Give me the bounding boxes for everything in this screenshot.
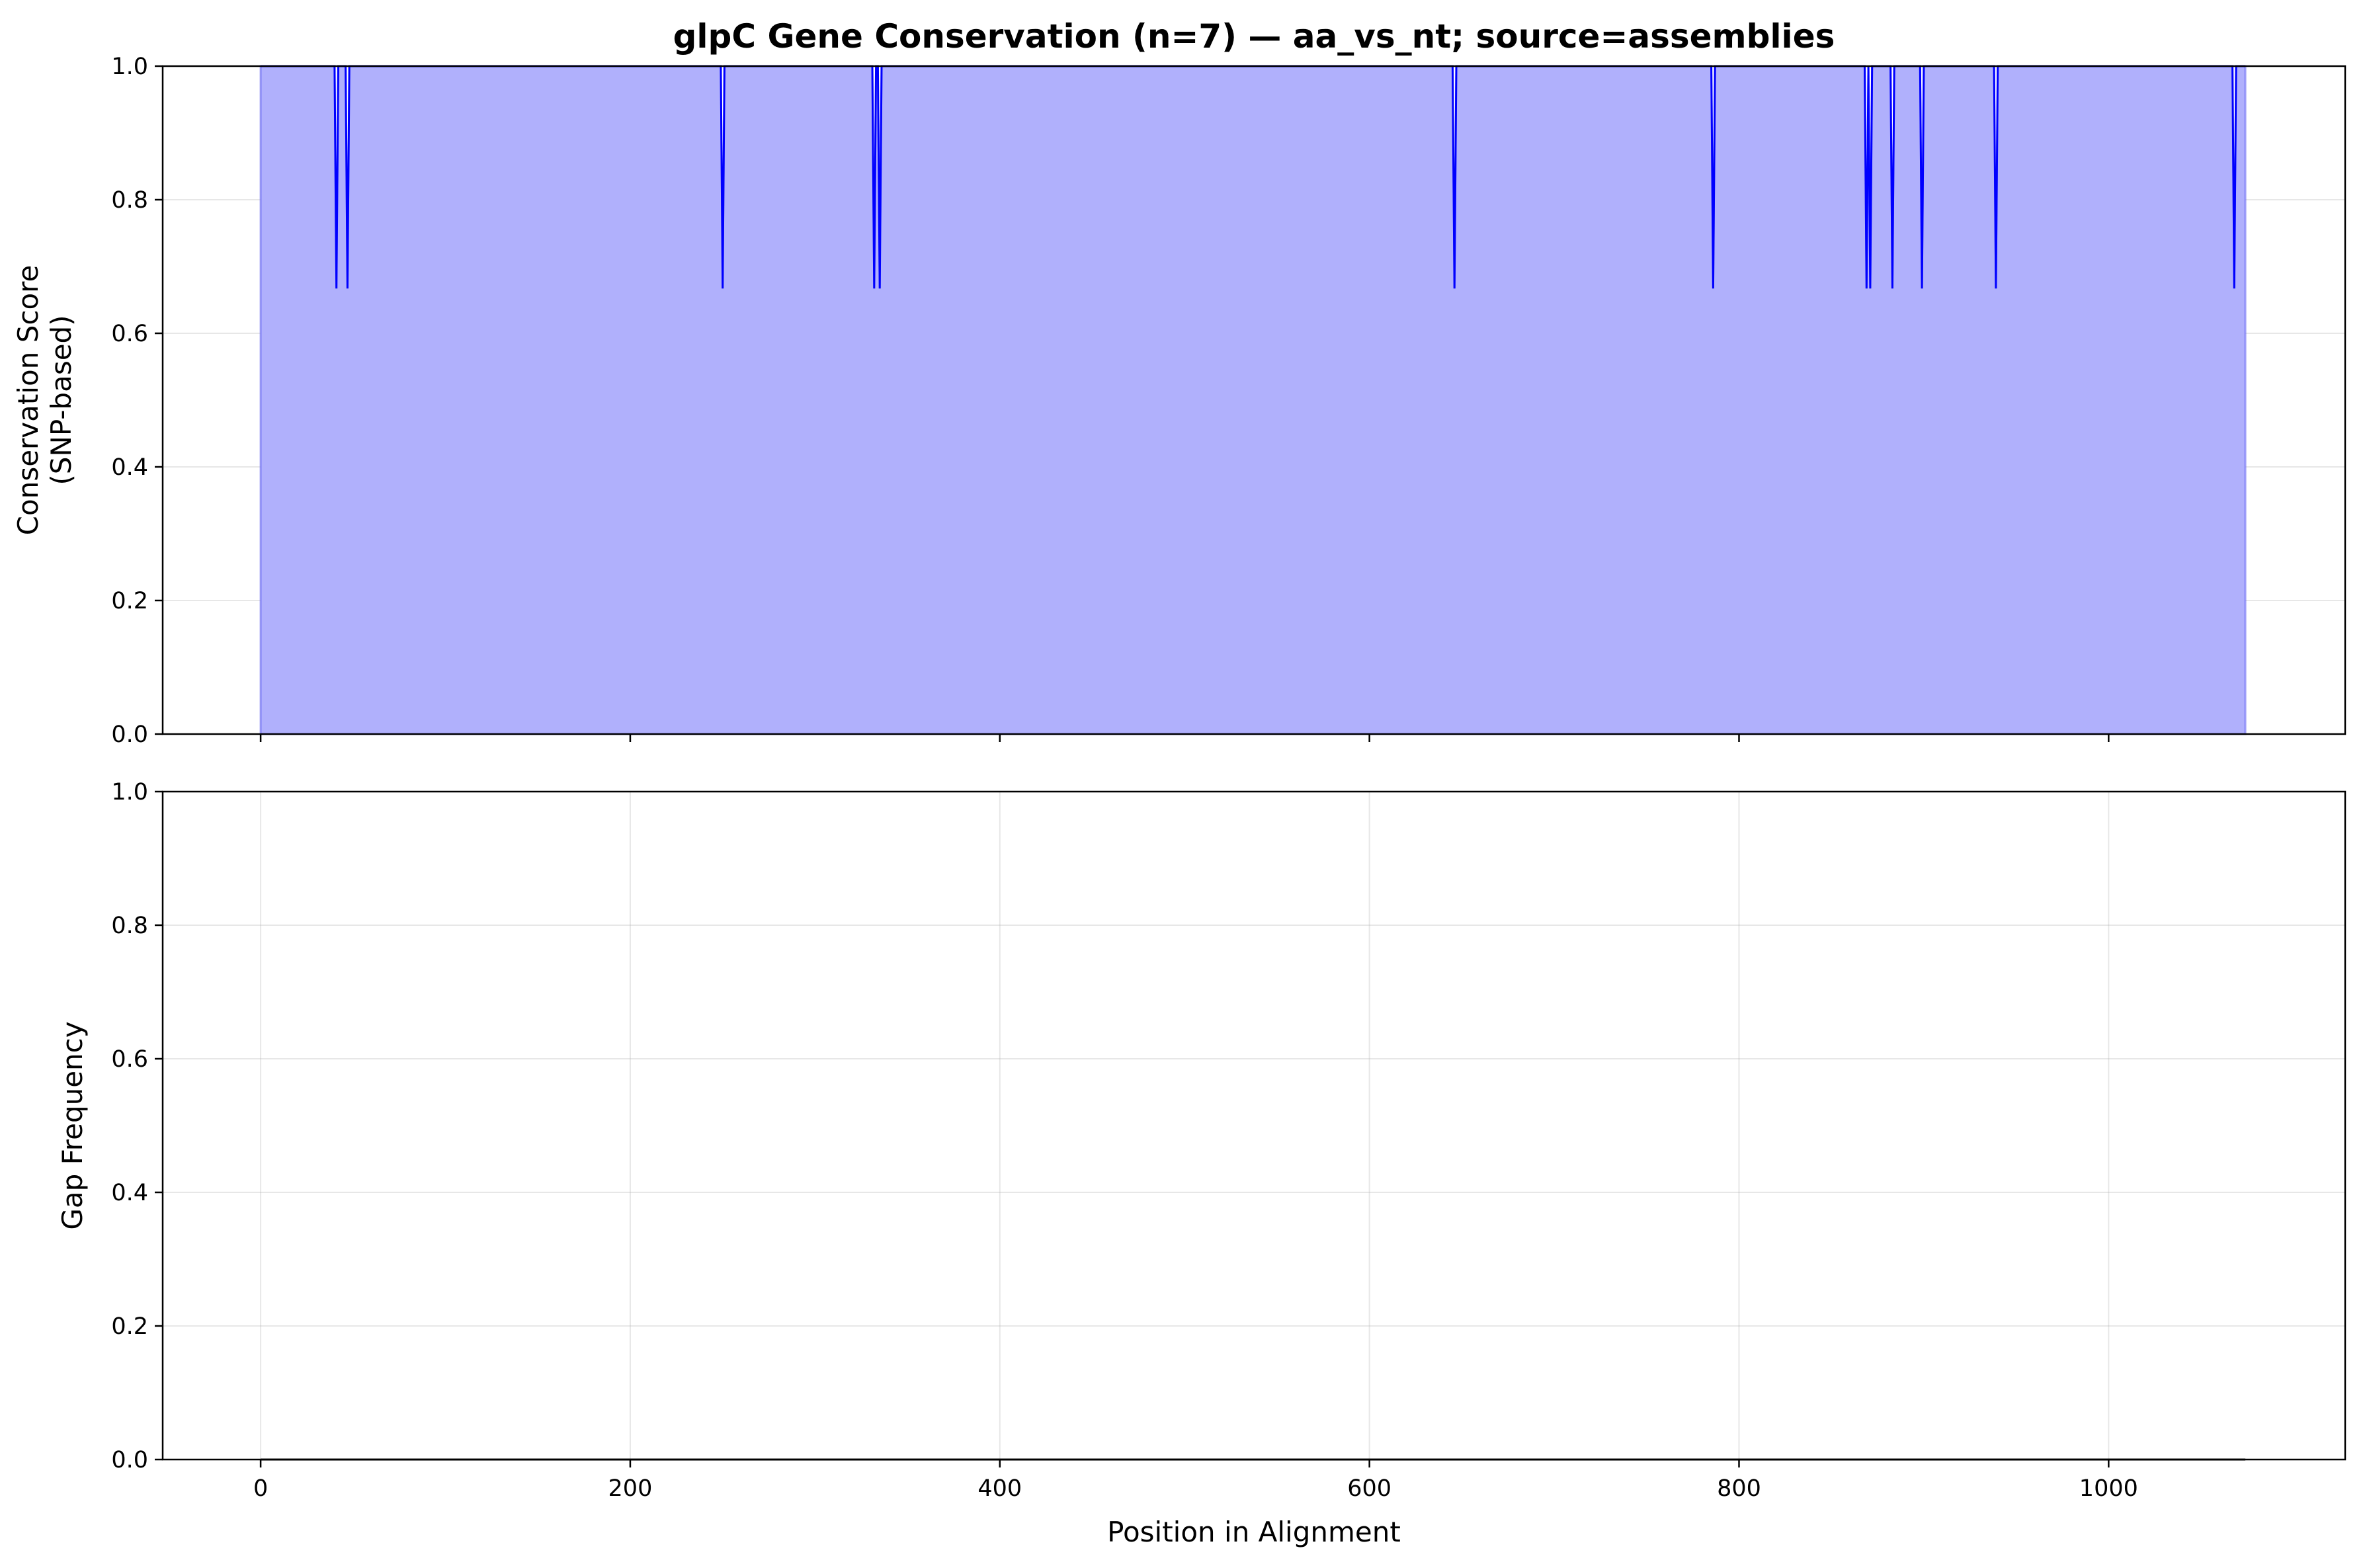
gap-y-axis-label: Gap Frequency	[56, 1021, 89, 1229]
gaps-y-tick-label: 0.2	[111, 1313, 148, 1340]
gap-axes-frame	[161, 790, 2346, 1461]
gaps-y-tick: 0.4	[111, 1180, 163, 1206]
x-tick-label: 200	[608, 1475, 653, 1502]
x-tick-label: 0	[253, 1475, 268, 1502]
x-tick-label: 800	[1717, 1475, 1761, 1502]
gaps-x-tick: 0	[253, 1460, 268, 1502]
conservation-y-tick-label: 1.0	[111, 54, 148, 80]
conservation-y-tick: 0.8	[111, 187, 163, 214]
gaps-y-tick: 0.8	[111, 913, 163, 939]
x-axis-label: Position in Alignment	[1107, 1516, 1401, 1548]
conservation-y-tick-label: 0.8	[111, 187, 148, 214]
conservation-panel: 0.0 0.2 0.4 0.6 0.8 1.0 Conservation Score(SN…	[12, 54, 2346, 748]
conservation-y-tick: 0.4	[111, 454, 163, 481]
gaps-y-tick: 0.6	[111, 1046, 163, 1073]
gap-y-ticks: 0.0 0.2 0.4 0.6 0.8 1.0	[111, 779, 163, 1473]
gaps-x-tick: 400	[977, 1460, 1022, 1502]
conservation-y-tick: 0.6	[111, 321, 163, 347]
conservation-y-tick: 0.0	[111, 722, 163, 748]
conservation-y-label-line: Conservation Score	[12, 265, 44, 536]
gaps-x-tick: 1000	[2079, 1460, 2138, 1502]
chart-title: glpC Gene Conservation (n=7) — aa_vs_nt;…	[673, 17, 1835, 56]
conservation-axes-frame	[161, 65, 2346, 735]
conservation-y-label-line: (SNP-based)	[45, 315, 77, 485]
conservation-y-tick-label: 0.2	[111, 588, 148, 614]
gap-x-ticks: 0 200 400 600 800 1000	[253, 1460, 2138, 1502]
gaps-x-tick: 600	[1347, 1460, 1391, 1502]
x-tick-label: 600	[1347, 1475, 1391, 1502]
conservation-y-tick-label: 0.6	[111, 321, 148, 347]
gaps-y-tick: 0.0	[111, 1447, 163, 1473]
gaps-y-tick: 1.0	[111, 779, 163, 805]
gaps-y-tick-label: 0.8	[111, 913, 148, 939]
gaps-y-tick-label: 0.4	[111, 1180, 148, 1206]
x-tick-label: 400	[977, 1475, 1022, 1502]
conservation-y-tick-label: 0.0	[111, 722, 148, 748]
conservation-y-tick: 0.2	[111, 588, 163, 614]
gaps-y-tick-label: 0.0	[111, 1447, 148, 1473]
gaps-x-tick: 800	[1717, 1460, 1761, 1502]
gaps-y-label-line: Gap Frequency	[56, 1021, 89, 1229]
gaps-y-tick-label: 1.0	[111, 779, 148, 805]
gaps-x-tick: 200	[608, 1460, 653, 1502]
x-tick-label: 1000	[2079, 1475, 2138, 1502]
conservation-y-tick: 1.0	[111, 54, 163, 80]
conservation-area-fill	[259, 65, 2247, 735]
conservation-x-ticks	[259, 734, 2110, 742]
gap-panel: 0.0 0.2 0.4 0.6 0.8 1.0 0 200 400 600 800 1000 Gap…	[56, 779, 2346, 1502]
gaps-y-tick-label: 0.6	[111, 1046, 148, 1073]
gaps-y-tick: 0.2	[111, 1313, 163, 1340]
conservation-y-ticks: 0.0 0.2 0.4 0.6 0.8 1.0	[111, 54, 163, 748]
conservation-y-axis-label: Conservation Score(SNP-based)	[12, 265, 77, 536]
conservation-y-tick-label: 0.4	[111, 454, 148, 481]
